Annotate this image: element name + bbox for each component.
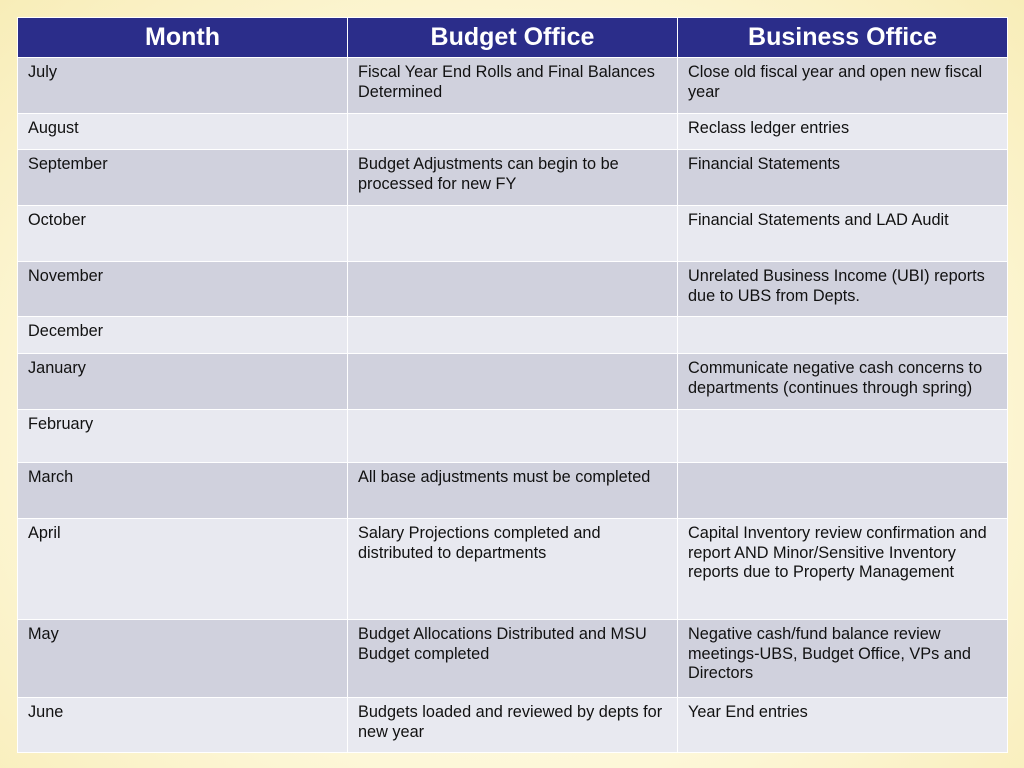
- table-row: July Fiscal Year End Rolls and Final Bal…: [17, 57, 1008, 114]
- table-row: March All base adjustments must be compl…: [17, 462, 1008, 519]
- table-row: April Salary Projections completed and d…: [17, 518, 1008, 620]
- budget-office-cell: All base adjustments must be completed: [347, 462, 678, 519]
- month-cell: February: [17, 409, 348, 463]
- month-cell: April: [17, 518, 348, 620]
- budget-office-cell: [347, 205, 678, 262]
- month-cell: March: [17, 462, 348, 519]
- table-row: January Communicate negative cash concer…: [17, 353, 1008, 410]
- table-row: September Budget Adjustments can begin t…: [17, 149, 1008, 206]
- table-row: November Unrelated Business Income (UBI)…: [17, 261, 1008, 317]
- month-cell: July: [17, 57, 348, 114]
- business-office-cell: Unrelated Business Income (UBI) reports …: [677, 261, 1008, 317]
- month-cell: January: [17, 353, 348, 410]
- business-office-cell: [677, 409, 1008, 463]
- budget-office-cell: [347, 261, 678, 317]
- business-office-cell: Year End entries: [677, 697, 1008, 753]
- month-cell: August: [17, 113, 348, 150]
- business-office-cell: Reclass ledger entries: [677, 113, 1008, 150]
- table-row: February: [17, 409, 1008, 463]
- month-cell: June: [17, 697, 348, 753]
- budget-office-cell: Budgets loaded and reviewed by depts for…: [347, 697, 678, 753]
- business-office-cell: Negative cash/fund balance review meetin…: [677, 619, 1008, 698]
- budget-office-cell: Fiscal Year End Rolls and Final Balances…: [347, 57, 678, 114]
- budget-office-cell: [347, 353, 678, 410]
- business-office-cell: Capital Inventory review confirmation an…: [677, 518, 1008, 620]
- table-row: August Reclass ledger entries: [17, 113, 1008, 150]
- business-office-cell: [677, 316, 1008, 354]
- table-row: December: [17, 316, 1008, 354]
- business-office-cell: Communicate negative cash concerns to de…: [677, 353, 1008, 410]
- business-office-cell: Financial Statements and LAD Audit: [677, 205, 1008, 262]
- column-header-business-office: Business Office: [677, 17, 1008, 58]
- budget-office-cell: Budget Adjustments can begin to be proce…: [347, 149, 678, 206]
- month-cell: December: [17, 316, 348, 354]
- budget-office-cell: [347, 409, 678, 463]
- table-row: June Budgets loaded and reviewed by dept…: [17, 697, 1008, 753]
- table-row: October Financial Statements and LAD Aud…: [17, 205, 1008, 262]
- table-header-row: Month Budget Office Business Office: [17, 17, 1008, 58]
- business-office-cell: [677, 462, 1008, 519]
- budget-office-cell: Budget Allocations Distributed and MSU B…: [347, 619, 678, 698]
- business-office-cell: Close old fiscal year and open new fisca…: [677, 57, 1008, 114]
- month-cell: May: [17, 619, 348, 698]
- budget-office-cell: [347, 113, 678, 150]
- fiscal-calendar-table: Month Budget Office Business Office July…: [17, 17, 1008, 753]
- column-header-month: Month: [17, 17, 348, 58]
- table-row: May Budget Allocations Distributed and M…: [17, 619, 1008, 698]
- column-header-budget-office: Budget Office: [347, 17, 678, 58]
- month-cell: September: [17, 149, 348, 206]
- budget-office-cell: Salary Projections completed and distrib…: [347, 518, 678, 620]
- business-office-cell: Financial Statements: [677, 149, 1008, 206]
- schedule-table-container: Month Budget Office Business Office July…: [17, 17, 1008, 753]
- month-cell: October: [17, 205, 348, 262]
- budget-office-cell: [347, 316, 678, 354]
- month-cell: November: [17, 261, 348, 317]
